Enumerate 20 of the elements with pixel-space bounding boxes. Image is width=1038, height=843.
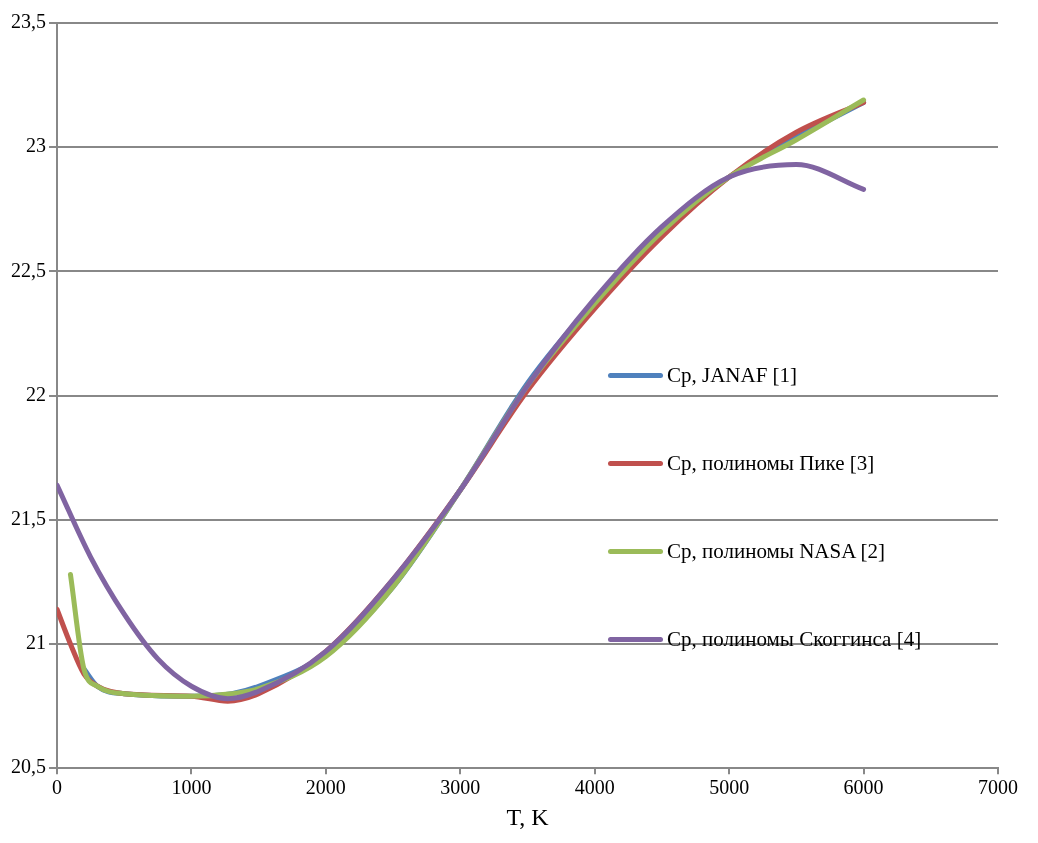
x-tick-label: 5000 xyxy=(709,776,750,799)
x-axis-title: T, K xyxy=(506,803,550,830)
y-tick-label: 23 xyxy=(26,134,46,157)
y-tick-label: 20,5 xyxy=(11,755,46,778)
legend-label: Cp, JANAF [1] xyxy=(667,362,798,388)
x-tick-label: 4000 xyxy=(574,776,615,799)
y-tick-label: 21,5 xyxy=(11,507,46,530)
x-tick-label: 2000 xyxy=(305,776,346,799)
y-tick-label: 22 xyxy=(26,382,46,405)
y-tick-label: 21 xyxy=(26,631,46,654)
x-tick-label: 3000 xyxy=(440,776,481,799)
legend-label: Cp, полиномы Пике [3] xyxy=(667,450,875,476)
x-tick-label: 0 xyxy=(52,776,62,799)
x-tick-label: 1000 xyxy=(171,776,212,799)
x-tick-label: 7000 xyxy=(978,776,1018,799)
legend-label: Cp, полиномы NASA [2] xyxy=(667,538,885,564)
y-tick-label: 22,5 xyxy=(11,258,46,281)
y-tick-label: 23,5 xyxy=(11,10,46,33)
legend-label: Cp, полиномы Скоггинса [4] xyxy=(667,626,922,652)
x-tick-label: 6000 xyxy=(843,776,884,799)
